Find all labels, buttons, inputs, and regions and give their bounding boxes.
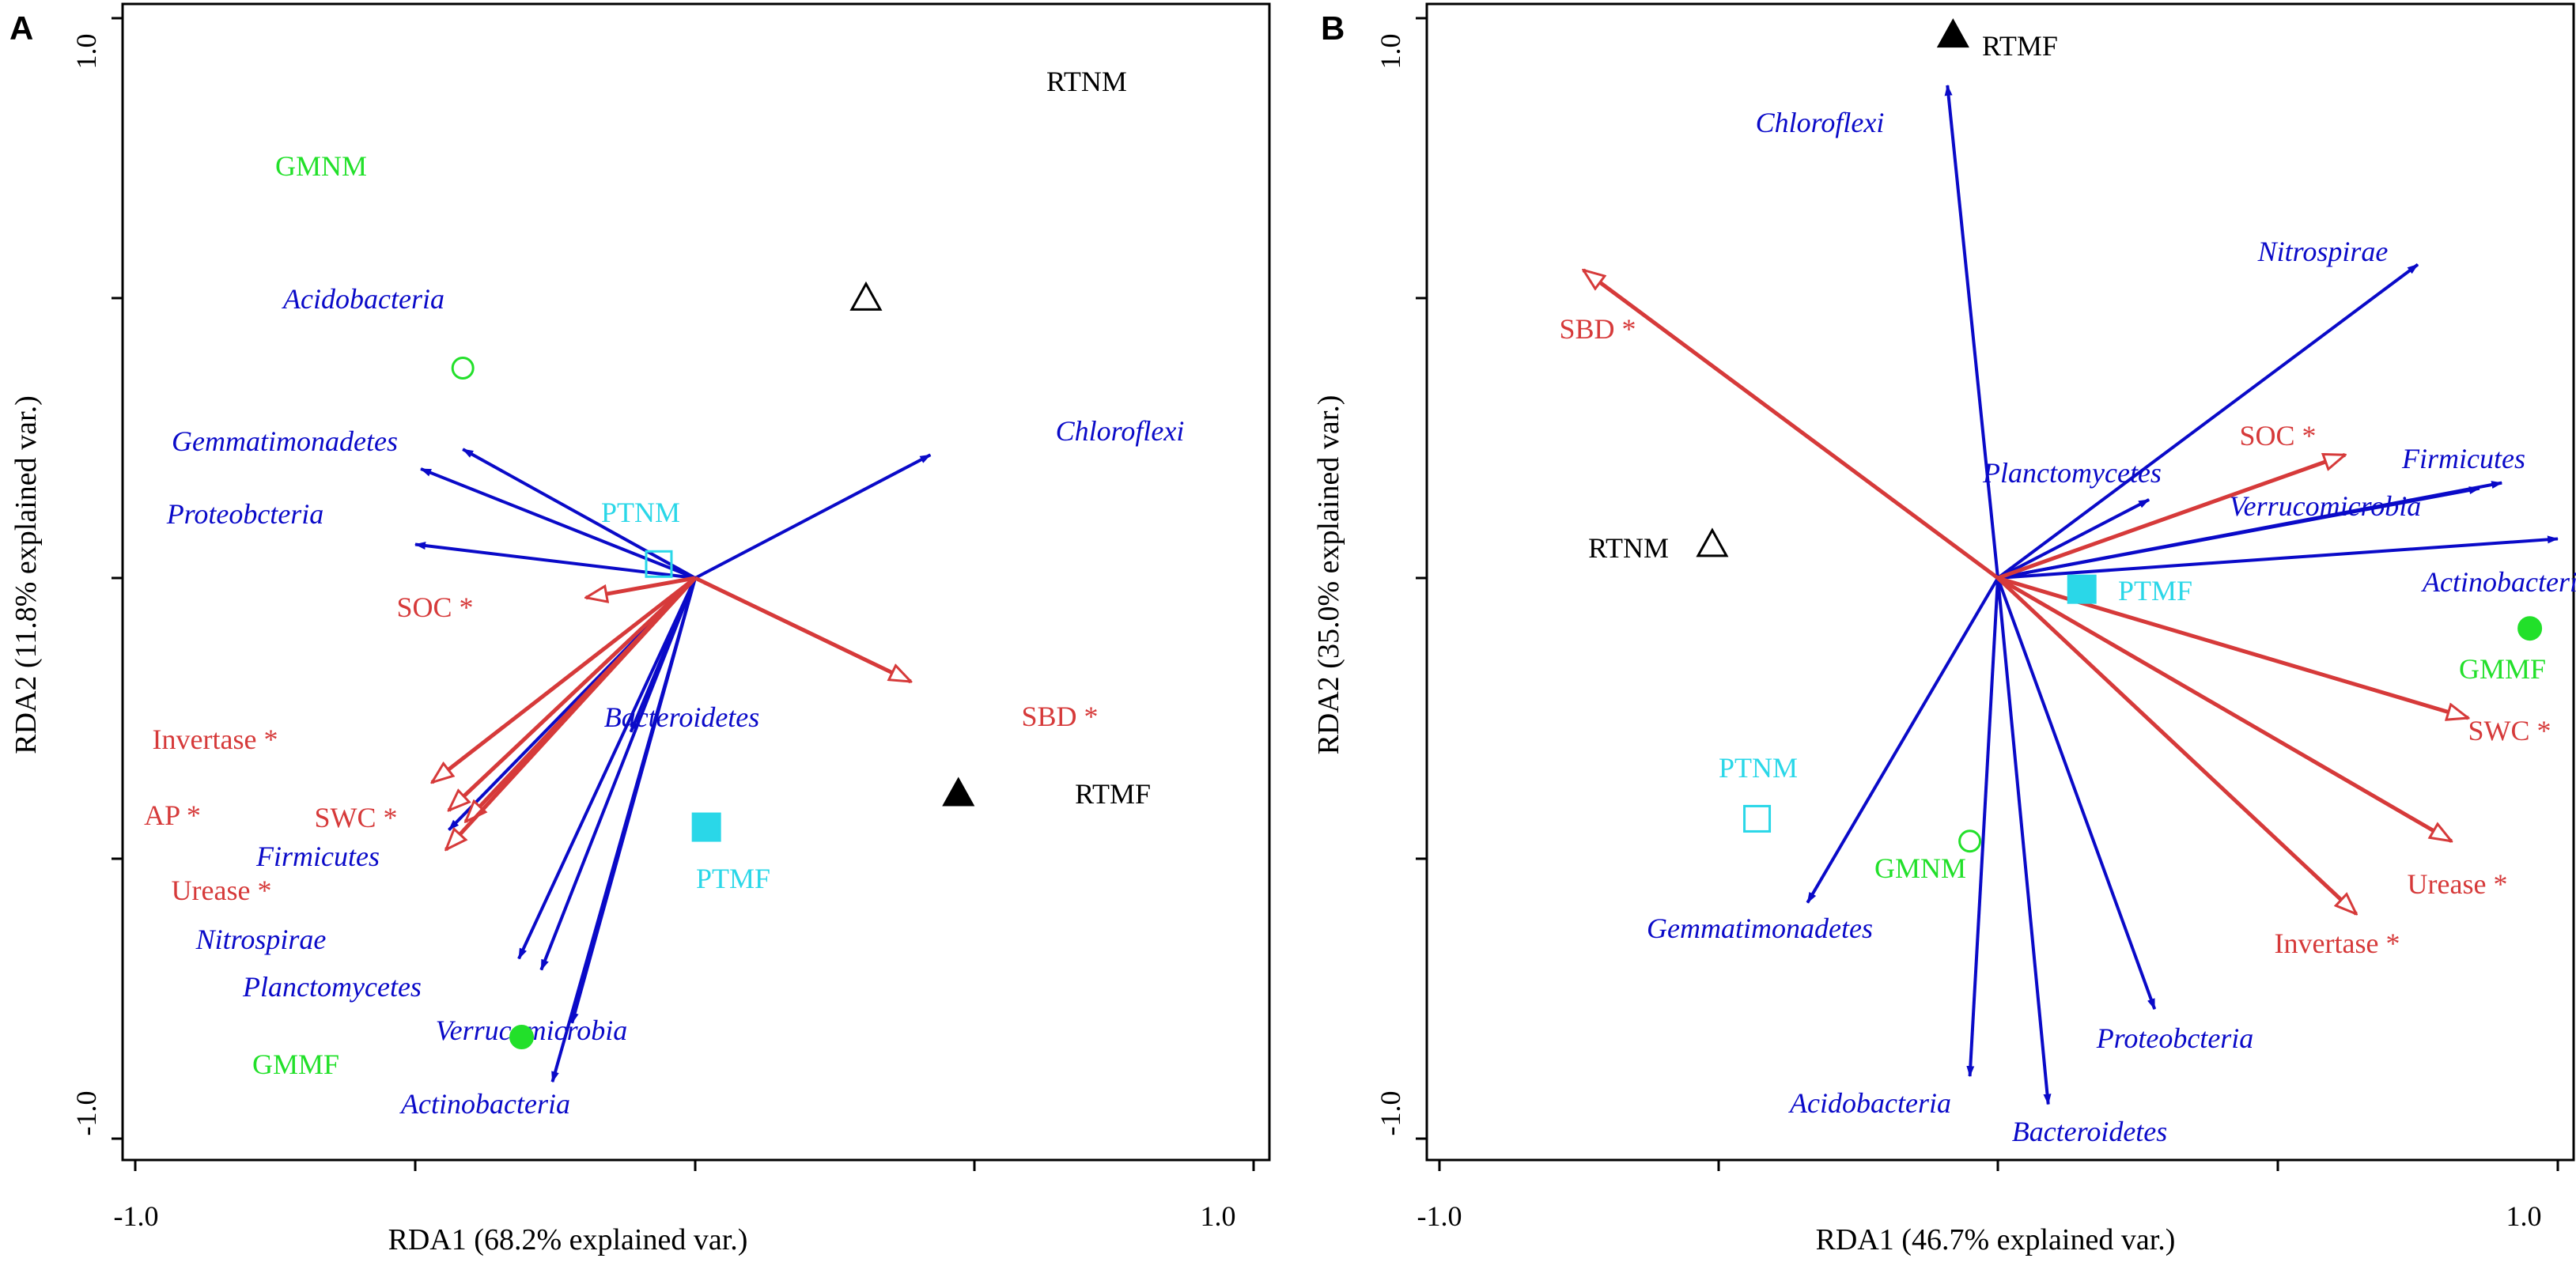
site-marker-gmmf (2517, 616, 2543, 641)
site-label-gmnm: GMNM (1874, 852, 1966, 884)
site-label-rtmf: RTMF (1075, 778, 1151, 810)
x-axis-title: RDA1 (68.2% explained var.) (388, 1223, 748, 1256)
site-label-ptnm: PTNM (1719, 752, 1798, 784)
site-marker-gmnm (451, 357, 475, 380)
species-arrow-bacteroidetes (1996, 577, 2052, 1105)
site-marker-ptnm (645, 550, 673, 578)
site-label-rtmf: RTMF (1982, 30, 2058, 62)
env-label-invertase: Invertase * (153, 724, 278, 755)
y-axis-title: RDA2 (35.0% explained var.) (1312, 395, 1345, 755)
env-arrow-urease (446, 576, 697, 849)
panel-letter: A (9, 9, 33, 47)
species-arrow-actinobacteria (550, 577, 697, 1083)
env-label-swc: SWC * (2468, 715, 2551, 746)
species-arrow-nitrospirae (1996, 263, 2419, 580)
species-label-chloroflexi: Chloroflexi (1056, 415, 1185, 447)
site-label-ptmf: PTMF (2118, 575, 2192, 606)
species-label-acidobacteria: Acidobacteria (1788, 1087, 1951, 1119)
site-label-gmnm: GMNM (275, 150, 367, 182)
site-label-ptnm: PTNM (601, 497, 680, 528)
x-tick-label: -1.0 (114, 1200, 159, 1232)
species-label-verrucomicrobia: Verrucomicrobia (2230, 490, 2422, 522)
site-marker-rtmf (942, 776, 975, 807)
site-label-rtnm: RTNM (1046, 66, 1127, 97)
site-marker-ptmf (2067, 574, 2097, 604)
x-tick-label: 1.0 (1201, 1200, 1236, 1232)
y-axis-title: RDA2 (11.8% explained var.) (9, 395, 43, 754)
env-label-soc: SOC * (396, 591, 473, 623)
species-arrow-gemmatimonadetes (1806, 576, 1999, 904)
species-arrow-acidobacteria (1966, 577, 1999, 1078)
site-marker-rtnm (849, 281, 883, 311)
env-arrow-sbd (694, 576, 911, 684)
site-label-rtnm: RTNM (1588, 532, 1669, 564)
env-label-urease: Urease * (2408, 868, 2508, 900)
species-label-actinobacteria: Actinobacteria (399, 1088, 570, 1120)
env-label-urease: Urease * (172, 875, 272, 906)
y-tick-label: 1.0 (70, 34, 102, 70)
species-label-firmicutes: Firmicutes (2401, 443, 2525, 474)
species-arrow-planctomycetes (1997, 498, 2150, 580)
species-arrow-planctomycetes (539, 577, 697, 971)
env-arrow-urease (1996, 576, 2451, 843)
env-arrow-soc (586, 576, 696, 598)
species-arrow-verrucomicrobia (1997, 486, 2480, 580)
site-marker-rtmf (1936, 18, 1969, 48)
species-label-planctomycetes: Planctomycetes (1982, 457, 2162, 489)
species-label-gemmatimonadetes: Gemmatimonadetes (172, 425, 398, 457)
species-label-nitrospirae: Nitrospirae (195, 924, 327, 955)
site-label-gmmf: GMMF (252, 1049, 339, 1080)
species-label-bacteroidetes: Bacteroidetes (2012, 1116, 2168, 1147)
y-tick-label: -1.0 (70, 1091, 102, 1136)
y-tick-label: -1.0 (1375, 1091, 1406, 1136)
site-label-gmmf: GMMF (2459, 653, 2546, 685)
species-arrow-nitrospirae (517, 577, 697, 960)
species-label-planctomycetes: Planctomycetes (242, 971, 422, 1003)
panel-b: B -1.0 1.0 1.0 -1.0 RDA1 (46.7% explained var… (1312, 2, 2576, 1256)
species-arrow-gemmatimonadetes (420, 467, 696, 580)
env-label-invertase: Invertase * (2275, 928, 2400, 959)
species-label-proteobcteria: Proteobcteria (166, 498, 324, 530)
species-arrow-proteobcteria (414, 542, 696, 580)
env-label-sbd: SBD * (1021, 701, 1098, 732)
env-arrow-invertase (432, 576, 697, 782)
species-arrow-chloroflexi (694, 453, 932, 580)
species-arrow-proteobcteria (1996, 577, 2157, 1011)
species-label-actinobacteria: Actinobacteria (2421, 566, 2576, 598)
species-label-firmicutes: Firmicutes (255, 841, 380, 872)
panel-a: A -1.0 1.0 1.0 -1.0 RDA1 (68.2% explained var… (9, 2, 1271, 1256)
env-label-soc: SOC * (2239, 420, 2316, 452)
site-marker-ptmf (691, 812, 721, 842)
site-marker-gmmf (509, 1025, 535, 1050)
env-arrow-soc (1997, 452, 2345, 580)
species-label-acidobacteria: Acidobacteria (282, 283, 444, 315)
species-arrow-chloroflexi (1944, 84, 1999, 579)
species-arrow-actinobacteria (1997, 535, 2559, 580)
species-label-bacteroidetes: Bacteroidetes (604, 701, 760, 733)
env-arrow-ap (448, 576, 697, 810)
env-label-ap: AP * (144, 799, 201, 831)
x-axis-title: RDA1 (46.7% explained var.) (1816, 1223, 2176, 1256)
env-arrow-sbd (1583, 270, 1999, 580)
site-marker-ptnm (1743, 804, 1772, 833)
site-marker-gmnm (1958, 829, 1982, 853)
species-label-chloroflexi: Chloroflexi (1756, 107, 1885, 138)
x-tick-label: 1.0 (2506, 1200, 2542, 1232)
env-label-swc: SWC * (314, 802, 397, 833)
x-tick-label: -1.0 (1417, 1200, 1462, 1232)
y-tick-label: 1.0 (1375, 34, 1406, 70)
site-marker-rtnm (1696, 527, 1729, 557)
panel-letter: B (1321, 9, 1345, 47)
species-label-gemmatimonadetes: Gemmatimonadetes (1647, 912, 1873, 944)
species-label-nitrospirae: Nitrospirae (2257, 236, 2389, 267)
species-arrow-acidobacteria (462, 448, 696, 580)
species-label-proteobcteria: Proteobcteria (2096, 1022, 2254, 1054)
env-label-sbd: SBD * (1559, 313, 1636, 345)
env-arrow-invertase (1996, 576, 2356, 914)
site-label-ptmf: PTMF (696, 863, 770, 894)
